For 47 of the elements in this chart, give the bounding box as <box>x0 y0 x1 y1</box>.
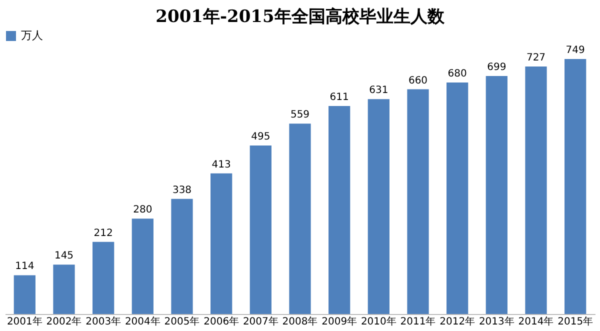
bar <box>564 59 586 314</box>
data-label: 280 <box>133 204 152 216</box>
data-label: 749 <box>566 45 585 56</box>
x-tick-label: 2011年 <box>400 316 436 328</box>
data-label: 338 <box>172 184 192 196</box>
x-tick-label: 2007年 <box>242 316 278 328</box>
bar <box>289 124 311 314</box>
x-tick-label: 2009年 <box>322 316 358 328</box>
bar <box>132 218 154 314</box>
bar <box>92 242 114 314</box>
chart-title: 2001年-2015年全国高校毕业生人数 <box>156 7 446 27</box>
data-label: 699 <box>487 62 506 74</box>
x-tick-label: 2015年 <box>558 316 594 328</box>
bar <box>171 198 193 314</box>
data-label: 145 <box>54 250 74 262</box>
x-tick-label: 2003年 <box>86 316 122 328</box>
bar <box>446 82 468 314</box>
data-label: 114 <box>15 261 34 272</box>
data-label: 631 <box>369 85 388 96</box>
x-tick-label: 2010年 <box>360 316 396 328</box>
bar <box>210 173 232 314</box>
x-tick-label: 2005年 <box>164 316 200 328</box>
bar <box>368 99 390 314</box>
x-tick-label: 2014年 <box>518 316 554 328</box>
bar <box>486 76 508 314</box>
data-label: 660 <box>408 75 428 86</box>
data-label: 611 <box>330 92 349 103</box>
bar <box>14 275 36 314</box>
x-tick-label: 2006年 <box>204 316 240 328</box>
x-tick-label: 2008年 <box>282 316 318 328</box>
bar <box>53 264 75 314</box>
bar <box>407 89 429 314</box>
x-tick-label: 2004年 <box>124 316 160 328</box>
x-tick-label: 2001年 <box>6 316 42 328</box>
data-label: 559 <box>290 110 310 121</box>
x-tick-label: 2012年 <box>440 316 476 328</box>
x-tick-label: 2013年 <box>478 316 514 328</box>
data-label: 413 <box>212 159 231 170</box>
data-label: 495 <box>251 131 270 142</box>
data-label: 727 <box>526 52 546 64</box>
data-label: 212 <box>94 228 113 239</box>
bar <box>525 66 547 314</box>
data-label: 680 <box>448 68 467 80</box>
bar <box>250 145 272 314</box>
legend-label: 万人 <box>21 29 43 42</box>
x-tick-label: 2002年 <box>46 316 82 328</box>
bar <box>328 106 350 314</box>
